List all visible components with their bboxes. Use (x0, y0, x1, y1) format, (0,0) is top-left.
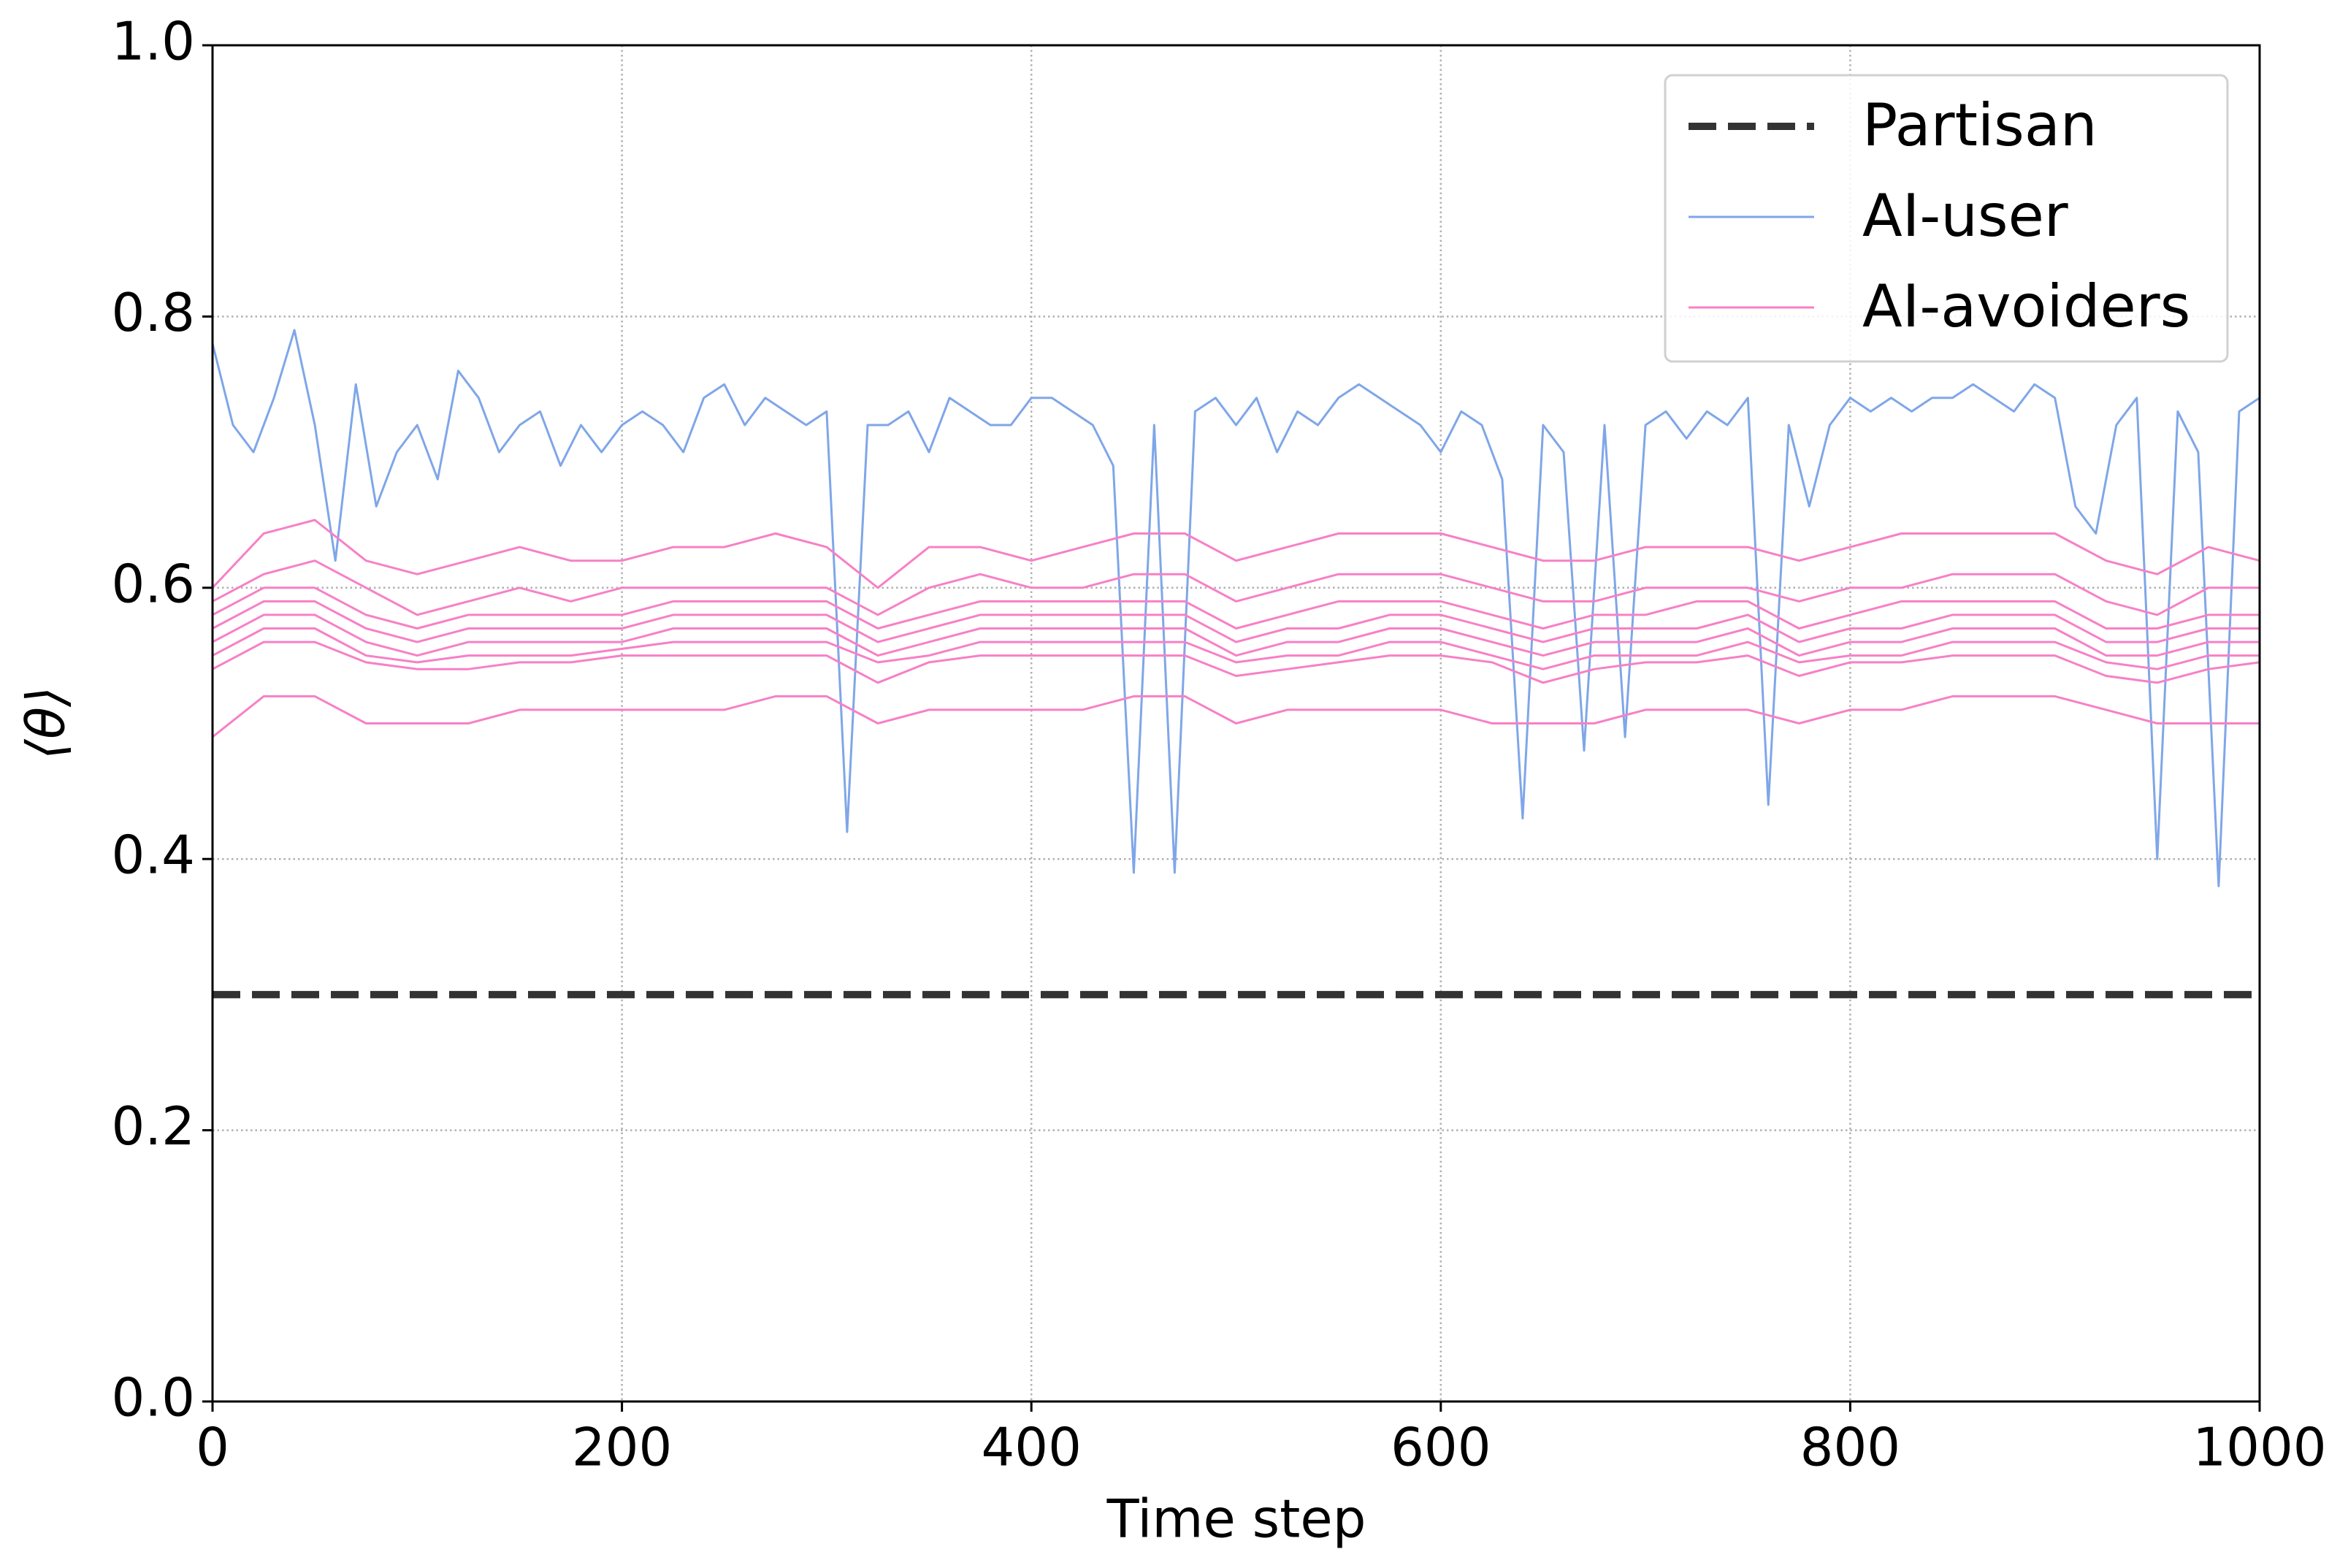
line (212, 695, 2260, 738)
x-axis-label: Time step (1106, 1488, 1366, 1550)
legend-label: AI-user (1862, 182, 2068, 250)
y-tick-label: 0.0 (111, 1367, 195, 1429)
line (211, 519, 2260, 589)
y-axis-label: ⟨θ⟩ (15, 687, 77, 760)
x-tick-label: 400 (981, 1417, 1081, 1478)
y-tick-label: 1.0 (111, 11, 195, 72)
line (212, 640, 2260, 684)
x-tick-label: 200 (572, 1417, 672, 1478)
line (211, 329, 2260, 887)
y-tick-label: 0.6 (111, 553, 195, 614)
y-tick-label: 0.2 (111, 1095, 195, 1157)
legend-label: Partisan (1862, 91, 2097, 159)
line (212, 613, 2260, 657)
line (212, 559, 2260, 616)
x-tick-label: 1000 (2192, 1417, 2326, 1478)
y-tick-label: 0.8 (111, 282, 195, 343)
x-tick-label: 0 (196, 1417, 229, 1478)
line (212, 627, 2260, 670)
x-tick-label: 600 (1391, 1417, 1491, 1478)
legend-box (1664, 74, 2229, 363)
x-tick-label: 800 (1800, 1417, 1900, 1478)
line (212, 586, 2260, 630)
line (212, 600, 2260, 643)
plot-frame (211, 44, 2261, 1403)
y-tick-label: 0.4 (111, 825, 195, 886)
legend-label: AI-avoiders (1862, 272, 2190, 340)
